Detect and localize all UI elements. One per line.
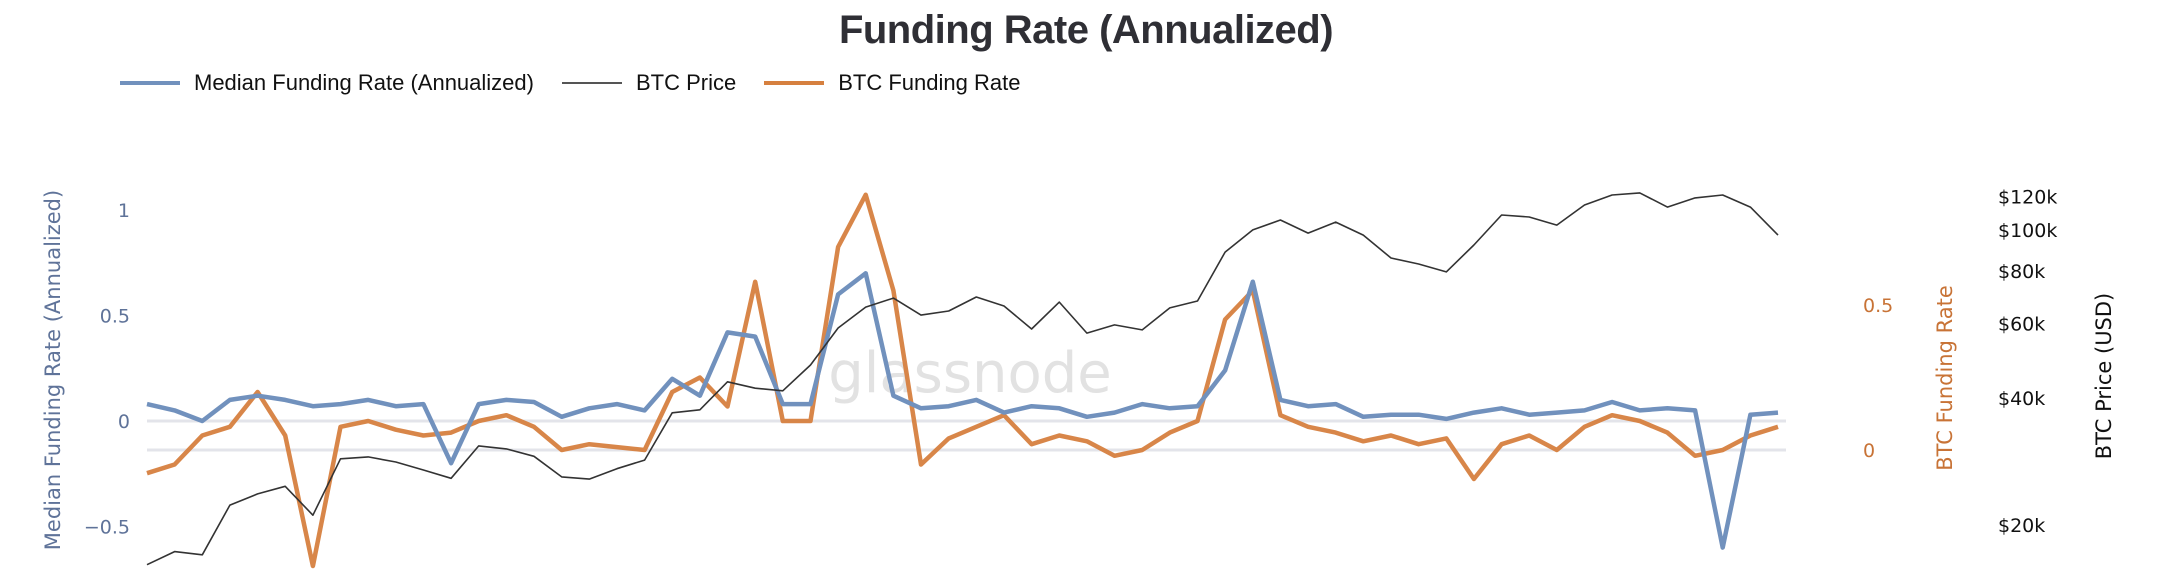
legend-item-btc-funding-rate[interactable]: BTC Funding Rate xyxy=(764,70,1020,96)
legend-item-median-funding-rate[interactable]: Median Funding Rate (Annualized) xyxy=(120,70,534,96)
funding-axis-tick-label: 0.5 xyxy=(1863,295,1893,317)
funding-axis-title: BTC Funding Rate xyxy=(1933,285,1957,471)
series-btc-price[interactable] xyxy=(146,192,1779,566)
left-axis-tick-label: −0.5 xyxy=(84,517,130,539)
watermark-glassnode: glassnode xyxy=(828,341,1112,406)
series-btc-funding-rate[interactable] xyxy=(146,192,1779,569)
price-axis-tick-label: $100k xyxy=(1998,220,2057,242)
left-axis-title: Median Funding Rate (Annualized) xyxy=(41,190,65,550)
funding-axis-tick-label: 0 xyxy=(1863,440,1875,462)
legend-label-median: Median Funding Rate (Annualized) xyxy=(194,70,534,95)
series-median-funding-rate[interactable] xyxy=(146,271,1779,550)
price-axis-tick-label: $20k xyxy=(1998,515,2045,537)
price-axis-title: BTC Price (USD) xyxy=(2092,293,2116,460)
price-axis-tick-label: $120k xyxy=(1998,187,2057,209)
left-axis-tick-label: 0 xyxy=(118,411,130,433)
legend: Median Funding Rate (Annualized) BTC Pri… xyxy=(120,70,1048,96)
legend-label-price: BTC Price xyxy=(635,70,737,95)
left-axis-tick-label: 1 xyxy=(118,200,130,222)
price-axis-tick-label: $40k xyxy=(1998,388,2045,410)
legend-label-btc-funding: BTC Funding Rate xyxy=(838,70,1021,95)
legend-swatch-btc-funding xyxy=(764,81,825,85)
price-axis-tick-label: $80k xyxy=(1998,261,2045,283)
left-axis-tick-label: 0.5 xyxy=(100,306,130,328)
legend-swatch-median xyxy=(120,81,180,85)
chart-title: Funding Rate (Annualized) xyxy=(838,8,1334,52)
legend-item-btc-price[interactable]: BTC Price xyxy=(561,70,737,96)
price-axis-tick-label: $60k xyxy=(1998,314,2045,336)
legend-swatch-price xyxy=(561,82,622,84)
